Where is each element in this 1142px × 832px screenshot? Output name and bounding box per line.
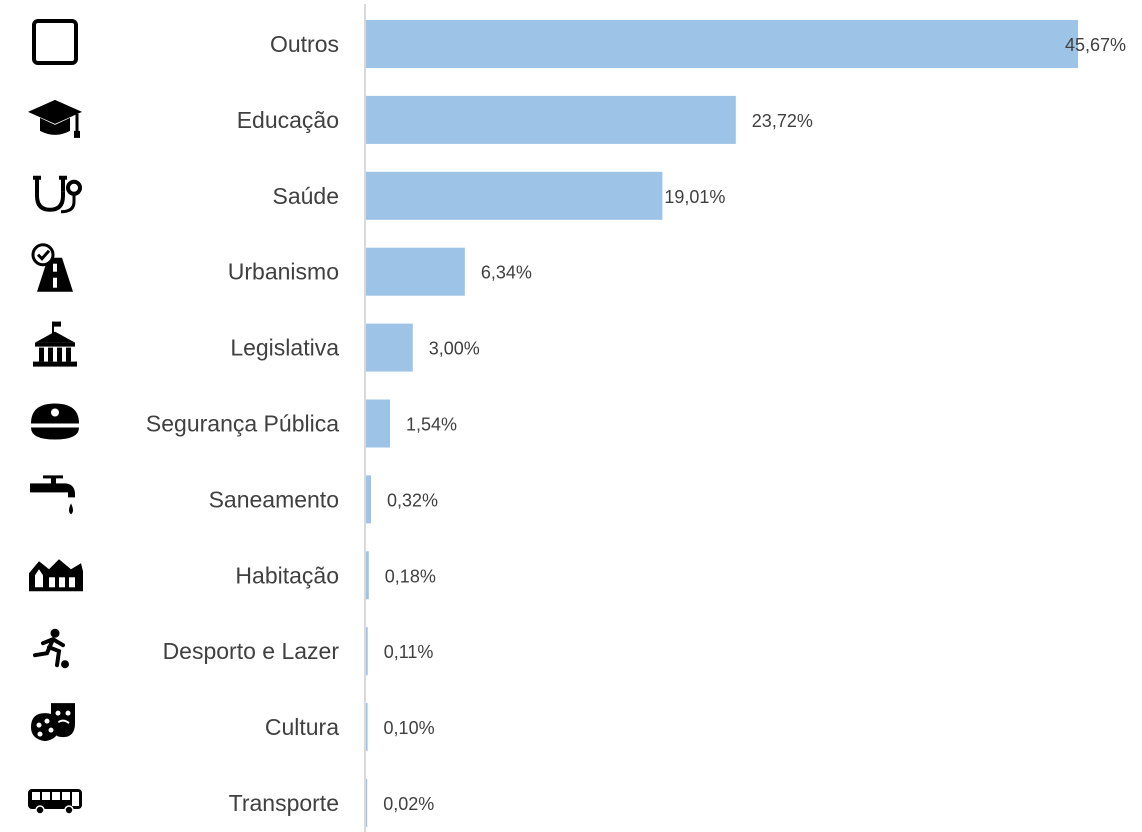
bar-8 [366, 627, 368, 676]
category-label: Habitação [235, 562, 339, 588]
category-label: Cultura [265, 714, 339, 740]
bar-0 [366, 20, 1078, 68]
government-building-icon [33, 321, 77, 367]
bar-9 [366, 703, 368, 752]
theater-masks-icon [31, 703, 75, 742]
police-cap-icon [31, 403, 79, 440]
value-label: 0,10% [384, 718, 435, 738]
category-label: Urbanismo [228, 259, 339, 285]
bus-icon [28, 789, 82, 815]
houses-icon [29, 559, 83, 592]
bar-10 [366, 779, 368, 827]
value-label: 6,34% [481, 263, 532, 283]
category-label: Saneamento [209, 486, 339, 512]
road-icon [31, 243, 73, 292]
category-label: Transporte [229, 790, 339, 816]
graduation-cap-icon [28, 99, 82, 138]
category-label: Desporto e Lazer [163, 638, 340, 664]
value-label: 45,67% [1065, 35, 1126, 55]
bar-1 [366, 95, 736, 144]
football-player-icon [33, 628, 69, 669]
bar-5 [366, 399, 391, 448]
value-label: 0,11% [384, 642, 434, 662]
stethoscope-icon [33, 175, 82, 214]
category-icons [28, 19, 83, 815]
value-label: 19,01% [664, 187, 725, 207]
category-label: Educação [237, 107, 339, 133]
value-label: 0,02% [383, 794, 434, 814]
bar-2 [366, 171, 663, 220]
value-label: 3,00% [429, 339, 480, 359]
empty-square-icon [32, 19, 78, 65]
bar-series: Outros 45,67% Educação 23,72% Saúde 19,01% Urb… [146, 20, 1126, 827]
value-label: 0,32% [387, 490, 438, 510]
category-label: Segurança Pública [146, 411, 339, 437]
value-label: 0,18% [385, 566, 436, 586]
value-label: 23,72% [752, 111, 813, 131]
category-label: Outros [270, 31, 339, 57]
water-tap-icon [30, 475, 75, 515]
bar-7 [366, 551, 369, 600]
bar-6 [366, 475, 371, 524]
value-label: 1,54% [406, 415, 457, 435]
category-label: Saúde [272, 183, 339, 209]
bar-4 [366, 323, 413, 372]
bar-3 [366, 247, 465, 296]
category-label: Legislativa [230, 335, 339, 361]
